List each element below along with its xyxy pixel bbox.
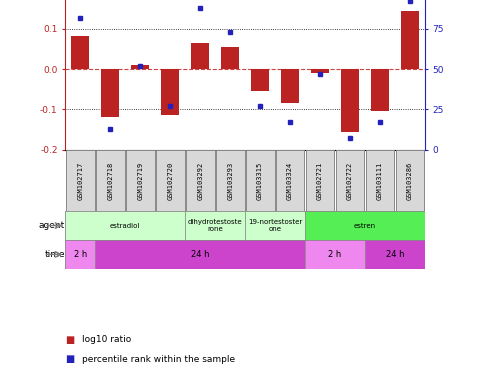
Text: ■: ■ — [65, 354, 74, 364]
Text: log10 ratio: log10 ratio — [82, 335, 131, 344]
Bar — [185, 211, 245, 240]
Bar — [311, 69, 329, 73]
Bar — [66, 150, 95, 211]
Bar — [126, 150, 155, 211]
Bar — [245, 211, 305, 240]
Bar — [65, 211, 185, 240]
Bar — [161, 69, 179, 115]
Text: 24 h: 24 h — [191, 250, 210, 259]
Bar — [96, 150, 125, 211]
Text: GSM102722: GSM102722 — [347, 161, 353, 200]
Text: GSM102717: GSM102717 — [77, 161, 83, 200]
Text: GSM102721: GSM102721 — [317, 161, 323, 200]
Bar — [401, 12, 419, 69]
Text: dihydrotestoste
rone: dihydrotestoste rone — [188, 219, 242, 232]
Bar — [95, 240, 305, 269]
Text: estren: estren — [354, 223, 376, 228]
Bar — [246, 150, 274, 211]
Text: GSM103315: GSM103315 — [257, 161, 263, 200]
Text: GSM103293: GSM103293 — [227, 161, 233, 200]
Text: GSM103111: GSM103111 — [377, 161, 383, 200]
Text: estradiol: estradiol — [110, 223, 141, 228]
Bar — [251, 69, 269, 91]
Text: 2 h: 2 h — [73, 250, 87, 259]
Text: GSM103324: GSM103324 — [287, 161, 293, 200]
Bar — [341, 69, 359, 132]
Text: GSM103292: GSM103292 — [197, 161, 203, 200]
Text: ■: ■ — [65, 335, 74, 345]
Bar — [396, 150, 425, 211]
Text: GSM102718: GSM102718 — [107, 161, 113, 200]
Bar — [306, 150, 335, 211]
Bar — [101, 69, 119, 117]
Bar — [216, 150, 244, 211]
Text: time: time — [44, 250, 65, 259]
Bar — [366, 150, 395, 211]
Text: 2 h: 2 h — [328, 250, 341, 259]
Text: 24 h: 24 h — [386, 250, 404, 259]
Text: GSM103286: GSM103286 — [407, 161, 413, 200]
Text: 19-nortestoster
one: 19-nortestoster one — [248, 219, 302, 232]
Bar — [71, 36, 89, 69]
Bar — [65, 240, 95, 269]
Bar — [191, 43, 209, 69]
Bar — [336, 150, 365, 211]
Bar — [305, 211, 425, 240]
Bar — [131, 65, 149, 69]
Bar — [305, 240, 365, 269]
Bar — [186, 150, 214, 211]
Bar — [156, 150, 185, 211]
Text: GSM102719: GSM102719 — [137, 161, 143, 200]
Bar — [281, 69, 299, 103]
Bar — [365, 240, 425, 269]
Bar — [276, 150, 304, 211]
Bar — [221, 47, 239, 69]
Text: percentile rank within the sample: percentile rank within the sample — [82, 354, 235, 364]
Text: agent: agent — [39, 221, 65, 230]
Bar — [371, 69, 389, 111]
Text: GSM102720: GSM102720 — [167, 161, 173, 200]
